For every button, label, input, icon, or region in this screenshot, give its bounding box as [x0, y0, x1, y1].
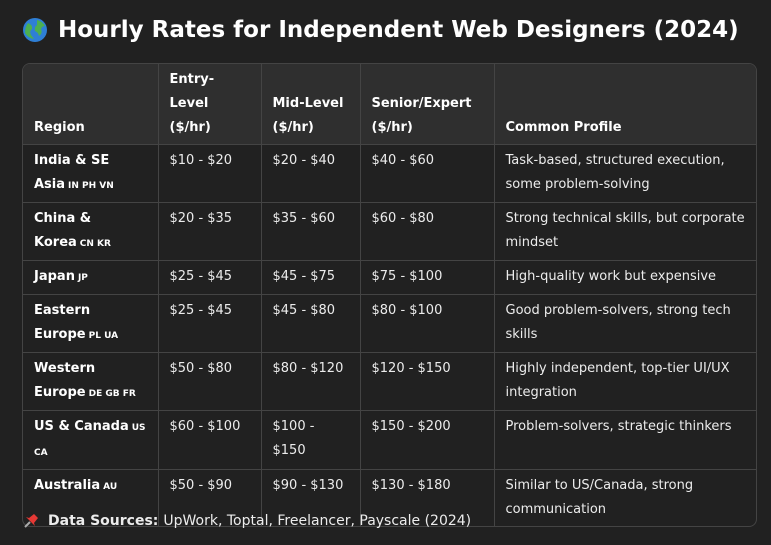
column-header: Entry-Level ($/hr) — [158, 64, 262, 145]
table-body: India & SE Asia IN PH VN $10 - $20 $20 - $4… — [23, 144, 756, 526]
column-label: Common Profile — [505, 120, 622, 135]
country-codes: AU — [103, 482, 118, 492]
pin-icon — [24, 514, 38, 528]
column-unit: ($/hr) — [272, 120, 314, 135]
footer-text: UpWork, Toptal, Freelancer, Payscale (20… — [163, 513, 472, 529]
header-row: Region Entry-Level ($/hr) Mid-Level ($/hr) Se… — [23, 64, 756, 145]
rate-cell: $20 - $40 — [261, 144, 361, 203]
region-name: China & Korea — [34, 211, 92, 250]
profile-cell: Highly independent, top-tier UI/UX integ… — [494, 352, 756, 411]
region-cell: China & Korea CN KR — [23, 202, 159, 261]
column-label: Entry-Level — [169, 72, 215, 111]
rate-cell: $35 - $60 — [261, 202, 361, 261]
region-name: US & Canada — [34, 419, 129, 434]
profile-cell: Similar to US/Canada, strong communicati… — [505, 478, 694, 517]
table-row: Western Europe DE GB FR $50 - $80 $80 - $12… — [23, 352, 756, 411]
table-row: India & SE Asia IN PH VN $10 - $20 $20 - $4… — [23, 144, 756, 203]
column-header: Senior/Expert ($/hr) — [360, 64, 495, 145]
rate-cell: $45 - $75 — [261, 260, 361, 295]
footer-label: Data Sources: — [48, 513, 159, 529]
region-cell: India & SE Asia IN PH VN — [23, 144, 159, 203]
profile-cell: Problem-solvers, strategic thinkers — [494, 410, 756, 470]
profile-cell: Good problem-solvers, strong tech skills — [494, 294, 756, 353]
table-row: Japan JP $25 - $45 $45 - $75 $75 - $100 High-… — [23, 260, 756, 295]
profile-cell: High-quality work but expensive — [494, 260, 756, 295]
rate-cell: $50 - $90 — [158, 469, 262, 526]
column-label: Senior/Expert — [371, 96, 472, 111]
country-codes: CN KR — [79, 239, 111, 249]
region-name: Western Europe — [34, 361, 96, 400]
column-label: Mid-Level — [272, 96, 344, 111]
rate-cell: $20 - $35 — [158, 202, 262, 261]
rate-cell: $150 - $200 — [360, 410, 495, 470]
rate-cell: $25 - $45 — [158, 294, 262, 353]
table-row: US & Canada US CA $60 - $100 $100 - $150 $15… — [23, 410, 756, 470]
footer: Data Sources: UpWork, Toptal, Freelancer… — [22, 512, 471, 530]
region-cell: Eastern Europe PL UA — [23, 294, 159, 353]
column-unit: ($/hr) — [169, 120, 211, 135]
rates-table: Region Entry-Level ($/hr) Mid-Level ($/hr) Se… — [23, 64, 756, 526]
column-unit: ($/hr) — [371, 120, 413, 135]
country-codes: PL UA — [88, 331, 119, 341]
rate-cell: $45 - $80 — [261, 294, 361, 353]
region-cell: Western Europe DE GB FR — [23, 352, 159, 411]
country-codes: IN PH VN — [68, 181, 114, 191]
rate-cell: $50 - $80 — [158, 352, 262, 411]
region-name: Eastern Europe — [34, 303, 91, 342]
column-label: Region — [34, 120, 85, 135]
profile-cell: Strong technical skills, but corporate m… — [494, 202, 756, 261]
rate-cell: $120 - $150 — [360, 352, 495, 411]
table-row: Eastern Europe PL UA $25 - $45 $45 - $80 $80… — [23, 294, 756, 353]
rate-cell: $100 - $150 — [261, 410, 361, 470]
title: Hourly Rates for Independent Web Designe… — [22, 14, 739, 46]
rate-cell: $60 - $80 — [360, 202, 495, 261]
rate-cell: $90 - $130 — [261, 469, 361, 526]
region-name: Japan — [34, 269, 75, 284]
column-header: Region — [23, 64, 159, 145]
region-name: Australia — [34, 478, 101, 493]
globe-icon — [23, 18, 47, 42]
rate-cell: $25 - $45 — [158, 260, 262, 295]
rate-cell: $80 - $100 — [360, 294, 495, 353]
rate-cell: $75 - $100 — [360, 260, 495, 295]
rate-cell: $40 - $60 — [360, 144, 495, 203]
column-header: Mid-Level ($/hr) — [261, 64, 361, 145]
region-cell: US & Canada US CA — [23, 410, 159, 470]
column-header: Common Profile — [494, 64, 756, 145]
title-text: Hourly Rates for Independent Web Designe… — [58, 17, 739, 43]
country-codes: DE GB FR — [88, 389, 136, 399]
country-codes: US CA — [34, 423, 146, 458]
table-row: Australia AU $50 - $90 $90 - $130 $130 - $18… — [23, 469, 756, 526]
rate-cell: $10 - $20 — [158, 144, 262, 203]
region-cell: Australia AU — [23, 469, 159, 526]
table-row: China & Korea CN KR $20 - $35 $35 - $60 $60 … — [23, 202, 756, 261]
rate-cell: $130 - $180 — [360, 469, 495, 526]
rate-cell: $60 - $100 — [158, 410, 262, 470]
region-name: India & SE Asia — [34, 153, 110, 192]
table-frame: Region Entry-Level ($/hr) Mid-Level ($/hr) Se… — [22, 63, 757, 527]
profile-cell: Task-based, structured execution, some p… — [494, 144, 756, 203]
country-codes: JP — [77, 273, 88, 283]
rate-cell: $80 - $120 — [261, 352, 361, 411]
region-cell: Japan JP — [23, 260, 159, 295]
